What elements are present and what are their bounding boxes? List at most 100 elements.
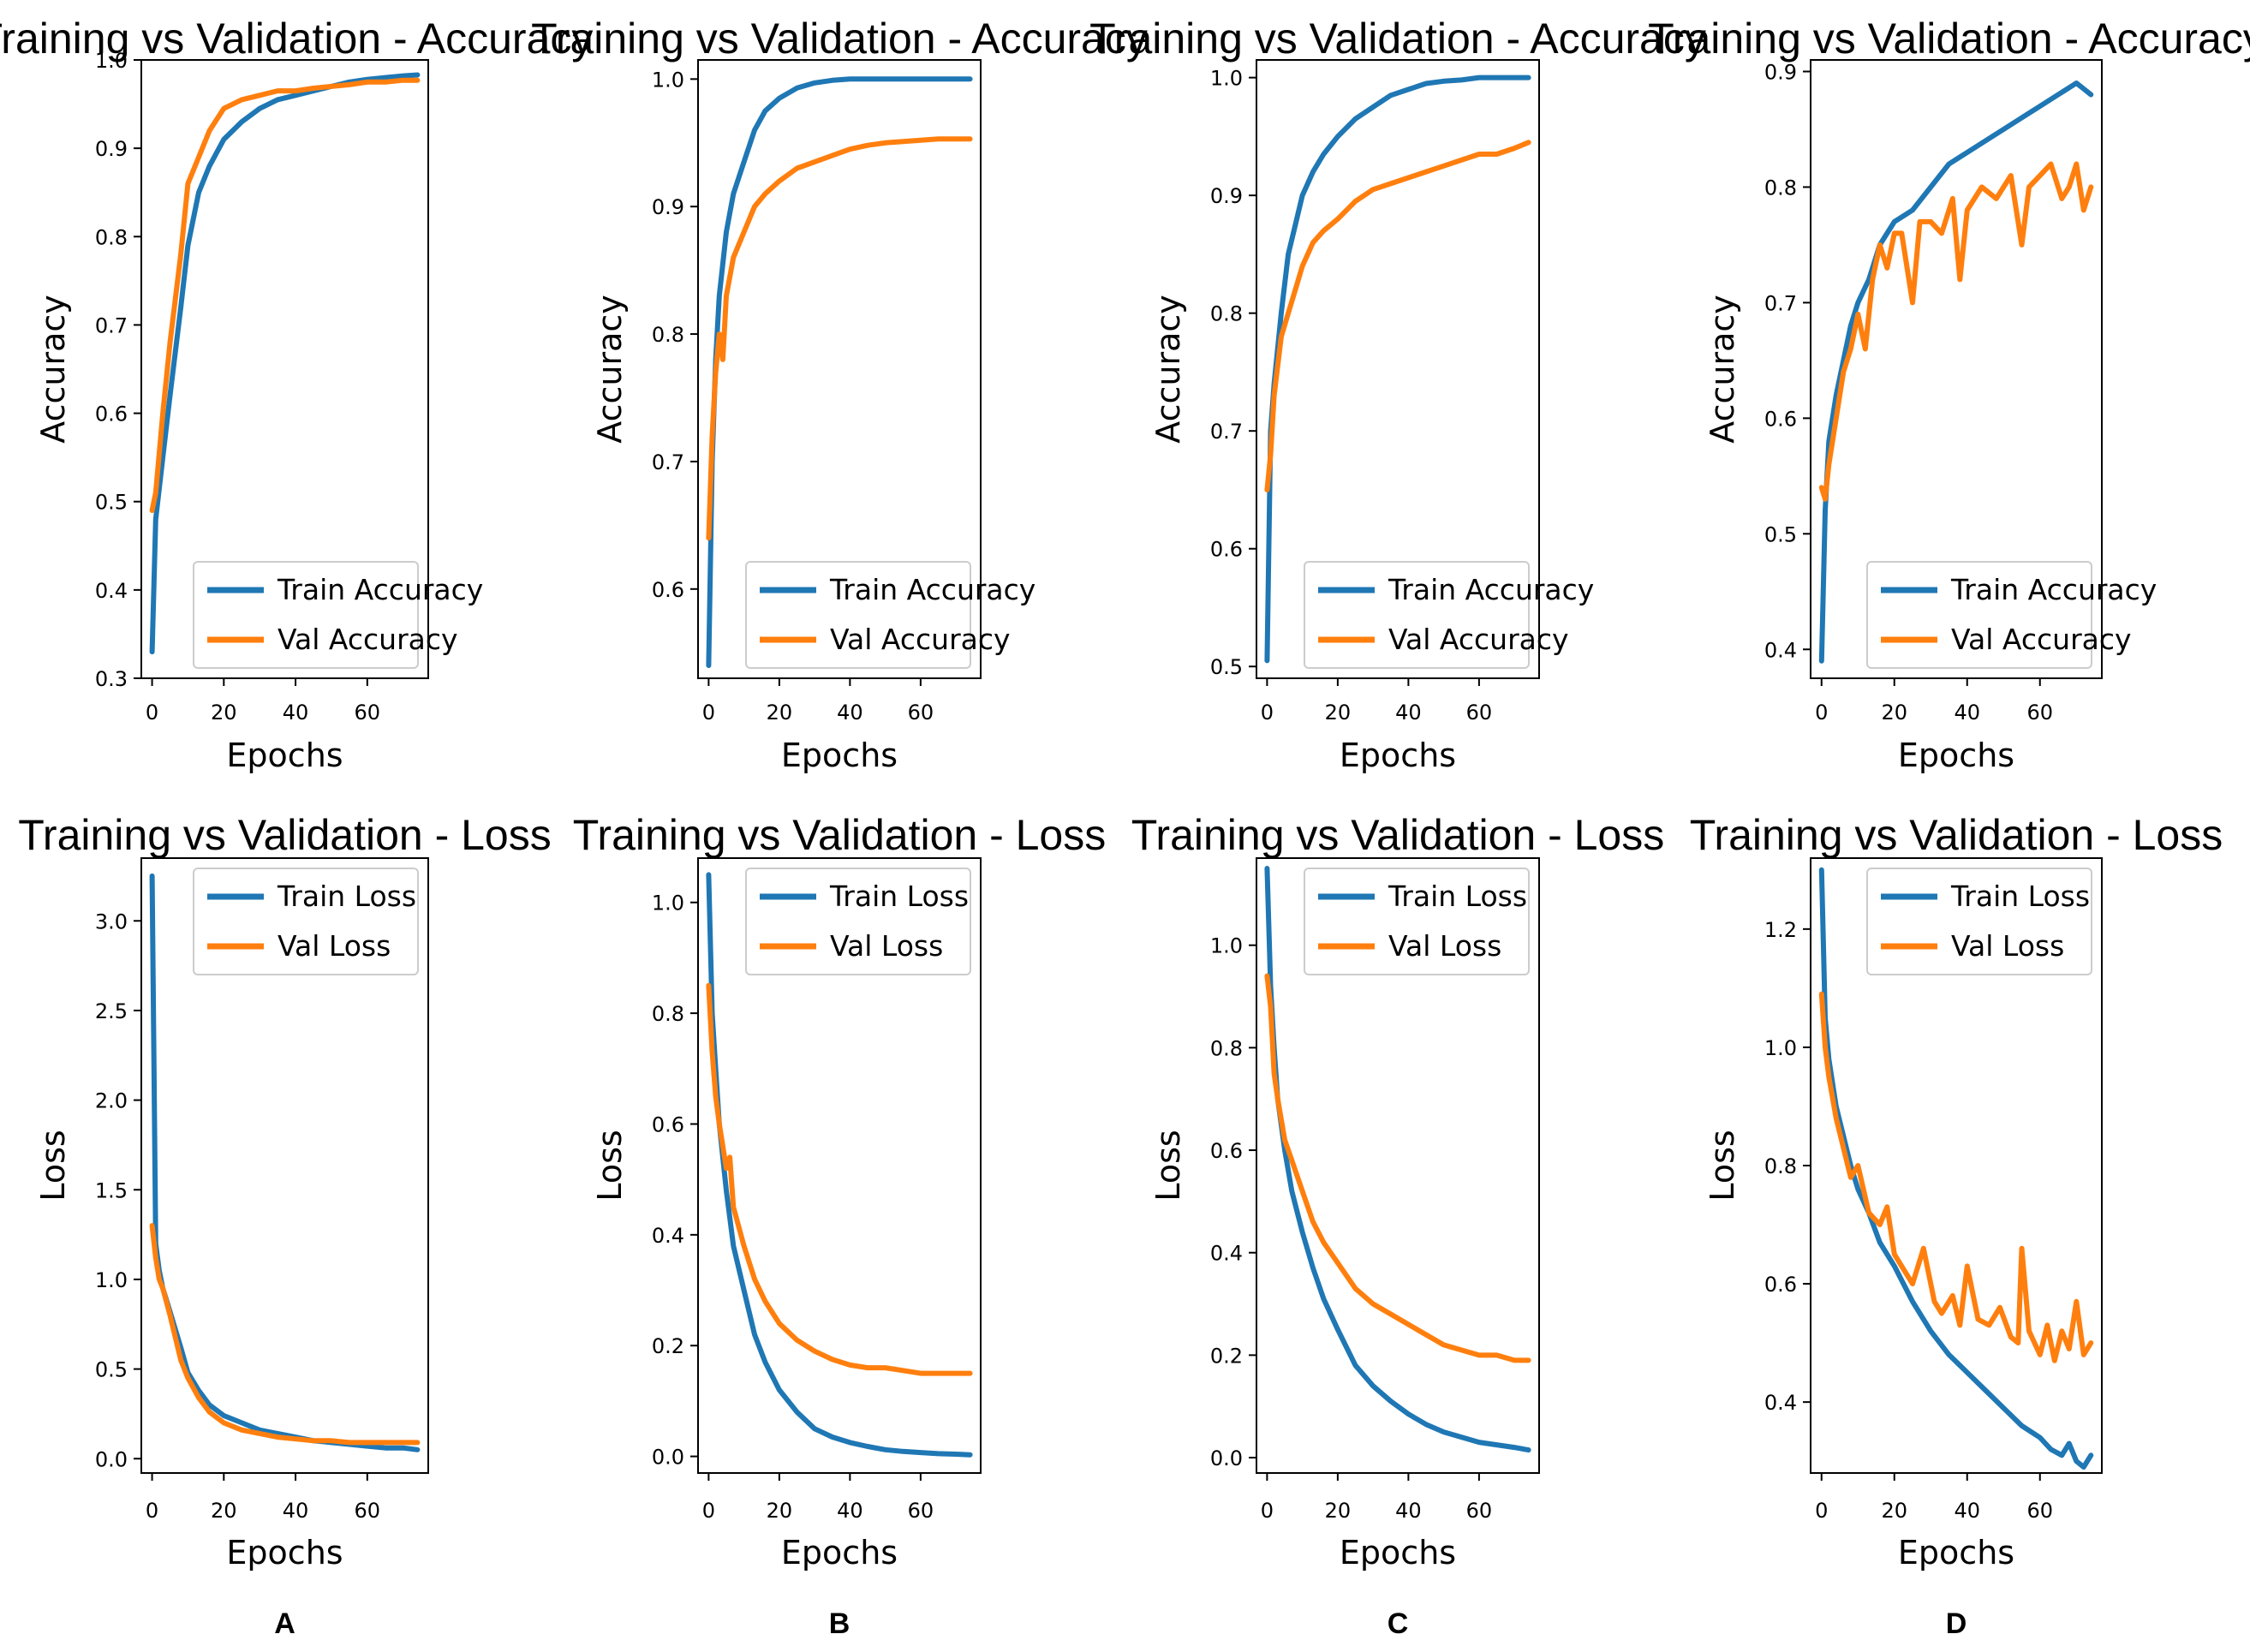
x-tick-label: 60 <box>355 701 381 725</box>
chart-accuracy-b: Training vs Validation - Accuracy 0 20 40 60… <box>531 15 1148 774</box>
legend: Train Loss Val Loss <box>745 868 971 975</box>
chart-title: Training vs Validation - Accuracy <box>0 15 593 63</box>
y-tick-label: 0.8 <box>1764 176 1797 200</box>
x-tick-label: 40 <box>837 701 863 725</box>
x-axis-label: Epochs <box>1898 737 2014 774</box>
y-tick-label: 0.2 <box>1210 1344 1243 1368</box>
x-tick-label: 60 <box>1466 701 1493 725</box>
x-tick-label: 40 <box>1395 701 1422 725</box>
legend-label-train: Train Loss <box>277 880 416 913</box>
y-tick-label: 0.7 <box>1210 420 1243 444</box>
legend-label-val: Val Accuracy <box>830 623 1011 656</box>
plot-frame <box>140 59 429 679</box>
y-tick-label: 1.0 <box>1210 67 1243 91</box>
y-tick-label: 1.5 <box>95 1178 128 1202</box>
y-tick-label: 0.9 <box>95 137 128 161</box>
y-tick-label: 0.6 <box>1764 1273 1797 1297</box>
plot-frame <box>140 857 429 1474</box>
y-tick-label: 0.5 <box>1764 522 1797 546</box>
legend-label-train: Train Accuracy <box>829 573 1035 606</box>
series-line-val <box>1264 973 1531 1363</box>
x-tick-label: 60 <box>908 701 934 725</box>
x-tick-label: 20 <box>1325 1499 1352 1523</box>
legend-label-train: Train Loss <box>1950 880 2090 913</box>
y-tick-label: 0.7 <box>95 313 128 337</box>
y-tick-label: 3.0 <box>95 909 128 933</box>
y-axis-label: Accuracy <box>1704 295 1741 444</box>
x-tick-label: 0 <box>1261 1499 1274 1523</box>
series-line-train <box>1818 867 2094 1470</box>
x-tick-label: 0 <box>1815 701 1828 725</box>
y-tick-label: 0.4 <box>95 579 128 603</box>
y-tick-label: 0.6 <box>652 578 684 602</box>
y-tick-label: 0.8 <box>1764 1154 1797 1178</box>
y-tick-label: 0.8 <box>95 225 128 249</box>
y-tick-label: 0.4 <box>1764 1391 1797 1415</box>
chart-loss-b: Training vs Validation - Loss 0 20 40 60 0.0 0… <box>573 811 1107 1571</box>
x-tick-label: 20 <box>1881 701 1907 725</box>
legend-label-val: Val Loss <box>1388 929 1501 963</box>
y-axis-label: Accuracy <box>591 295 629 444</box>
y-tick-label: 0.8 <box>1210 1036 1243 1060</box>
panel-letter-b: B <box>829 1607 850 1640</box>
chart-accuracy-d: Training vs Validation - Accuracy 0 20 40 60… <box>1648 15 2250 774</box>
y-tick-label: 2.0 <box>95 1089 128 1113</box>
legend: Train Loss Val Loss <box>1866 868 2092 975</box>
y-tick-label: 0.0 <box>1210 1446 1243 1470</box>
series-line-val <box>1818 161 2094 502</box>
y-axis-label: Accuracy <box>1149 295 1187 444</box>
legend-label-train: Train Accuracy <box>1950 573 2157 606</box>
y-tick-label: 1.0 <box>95 1268 128 1292</box>
x-axis-label: Epochs <box>1340 1534 1456 1571</box>
y-axis-label: Loss <box>1704 1130 1741 1201</box>
x-tick-label: 0 <box>702 1499 715 1523</box>
x-axis-label: Epochs <box>781 737 898 774</box>
plot-frame <box>1256 59 1540 679</box>
legend: Train Accuracy Val Accuracy <box>1304 561 1594 669</box>
legend: Train Accuracy Val Accuracy <box>745 561 1035 669</box>
y-tick-label: 0.5 <box>1210 655 1243 679</box>
legend-label-val: Val Accuracy <box>1951 623 2132 656</box>
series-line-train <box>706 76 973 669</box>
legend: Train Accuracy Val Accuracy <box>1866 561 2157 669</box>
x-tick-label: 20 <box>1881 1499 1907 1523</box>
y-tick-label: 0.2 <box>652 1334 684 1358</box>
legend-label-val: Val Accuracy <box>278 623 458 656</box>
y-tick-label: 1.0 <box>95 49 128 73</box>
x-tick-label: 20 <box>767 1499 793 1523</box>
x-tick-label: 0 <box>1261 701 1274 725</box>
y-tick-label: 0.7 <box>652 450 684 474</box>
x-tick-label: 20 <box>211 1499 237 1523</box>
chart-title: Training vs Validation - Loss <box>1131 811 1665 859</box>
legend-label-train: Train Accuracy <box>1388 573 1594 606</box>
legend: Train Loss Val Loss <box>1304 868 1530 975</box>
chart-title: Training vs Validation - Loss <box>573 811 1107 859</box>
x-tick-label: 0 <box>702 701 715 725</box>
chart-loss-a: Training vs Validation - Loss 0 20 40 60 0.0 0… <box>18 811 552 1571</box>
x-axis-label: Epochs <box>1898 1534 2014 1571</box>
y-tick-label: 0.3 <box>95 667 128 691</box>
y-tick-label: 0.5 <box>95 491 128 515</box>
y-tick-label: 0.6 <box>1210 538 1243 562</box>
legend: Train Accuracy Val Accuracy <box>193 561 483 669</box>
y-tick-label: 0.5 <box>95 1358 128 1382</box>
y-axis-label: Loss <box>591 1130 629 1201</box>
chart-title: Training vs Validation - Accuracy <box>1089 15 1706 63</box>
x-tick-label: 40 <box>283 1499 309 1523</box>
legend-label-val: Val Loss <box>278 929 391 963</box>
x-tick-label: 20 <box>767 701 793 725</box>
legend-label-val: Val Loss <box>830 929 943 963</box>
x-tick-label: 60 <box>908 1499 934 1523</box>
y-tick-label: 1.0 <box>1764 1036 1797 1060</box>
plot-frame <box>1810 59 2103 679</box>
x-tick-label: 0 <box>146 1499 158 1523</box>
series-line-train <box>1264 75 1531 664</box>
chart-accuracy-c: Training vs Validation - Accuracy 0 20 40 60… <box>1089 15 1706 774</box>
y-tick-label: 1.0 <box>652 68 684 92</box>
y-tick-label: 0.4 <box>1764 638 1797 662</box>
y-tick-label: 0.4 <box>652 1224 684 1248</box>
y-tick-label: 0.6 <box>1764 407 1797 431</box>
y-tick-label: 0.7 <box>1764 291 1797 315</box>
y-tick-label: 0.8 <box>1210 302 1243 326</box>
y-tick-label: 1.0 <box>1210 934 1243 958</box>
